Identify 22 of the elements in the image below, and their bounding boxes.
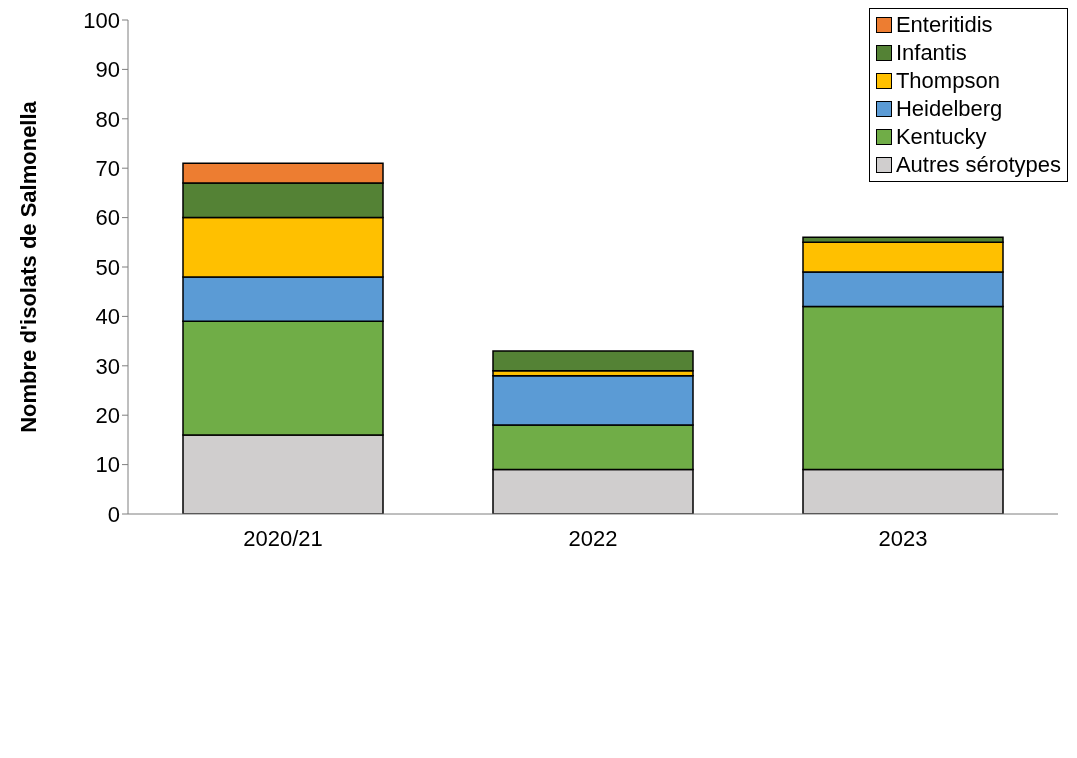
y-tick-label: 0 (107, 501, 120, 527)
y-tick-label: 60 (95, 205, 120, 231)
y-tick-label: 50 (95, 254, 120, 280)
legend-label: Autres sérotypes (895, 151, 1061, 179)
y-tick-label: 20 (95, 403, 120, 429)
x-tick-label: 2022 (568, 525, 618, 551)
legend-label: Thompson (895, 67, 1000, 95)
y-axis-title: Nombre d'isolats de Salmonella (15, 100, 41, 433)
legend-label: Enteritidis (895, 11, 993, 39)
y-tick-label: 100 (83, 7, 120, 33)
y-tick-label: 80 (95, 106, 120, 132)
x-tick-label: 2020/21 (243, 525, 323, 551)
x-tick-label: 2023 (878, 525, 928, 551)
y-tick-label: 30 (95, 353, 120, 379)
legend-label: Kentucky (895, 123, 987, 151)
y-tick-label: 70 (95, 156, 120, 182)
legend-label: Infantis (895, 39, 967, 67)
y-tick-label: 10 (95, 452, 120, 478)
y-tick-label: 40 (95, 304, 120, 330)
legend-label: Heidelberg (895, 95, 1003, 123)
bar (492, 350, 694, 372)
y-tick-label: 90 (95, 57, 120, 83)
